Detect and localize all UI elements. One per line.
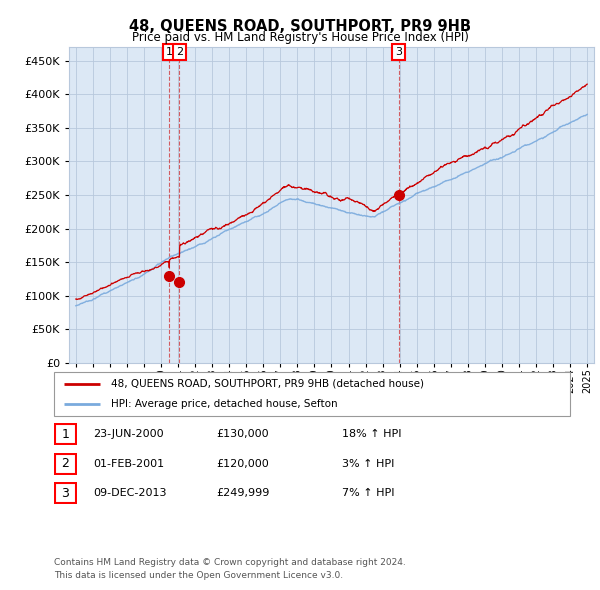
Text: 1: 1 (166, 47, 173, 57)
FancyBboxPatch shape (55, 424, 76, 444)
Text: 09-DEC-2013: 09-DEC-2013 (93, 489, 167, 498)
Text: 7% ↑ HPI: 7% ↑ HPI (342, 489, 395, 498)
Bar (67, 47, 596, 363)
Text: This data is licensed under the Open Government Licence v3.0.: This data is licensed under the Open Gov… (54, 571, 343, 580)
Text: Price paid vs. HM Land Registry's House Price Index (HPI): Price paid vs. HM Land Registry's House … (131, 31, 469, 44)
Text: £130,000: £130,000 (216, 430, 269, 439)
Text: £249,999: £249,999 (216, 489, 269, 498)
Text: 48, QUEENS ROAD, SOUTHPORT, PR9 9HB (detached house): 48, QUEENS ROAD, SOUTHPORT, PR9 9HB (det… (111, 379, 424, 389)
Text: 1: 1 (61, 428, 70, 441)
FancyBboxPatch shape (54, 372, 570, 416)
FancyBboxPatch shape (55, 483, 76, 503)
FancyBboxPatch shape (55, 454, 76, 474)
Text: Contains HM Land Registry data © Crown copyright and database right 2024.: Contains HM Land Registry data © Crown c… (54, 558, 406, 566)
Text: 3: 3 (61, 487, 70, 500)
Text: HPI: Average price, detached house, Sefton: HPI: Average price, detached house, Seft… (111, 399, 337, 409)
Text: £120,000: £120,000 (216, 459, 269, 468)
Text: 2: 2 (61, 457, 70, 470)
Text: 18% ↑ HPI: 18% ↑ HPI (342, 430, 401, 439)
Text: 48, QUEENS ROAD, SOUTHPORT, PR9 9HB: 48, QUEENS ROAD, SOUTHPORT, PR9 9HB (129, 19, 471, 34)
Text: 01-FEB-2001: 01-FEB-2001 (93, 459, 164, 468)
Text: 3% ↑ HPI: 3% ↑ HPI (342, 459, 394, 468)
Text: 23-JUN-2000: 23-JUN-2000 (93, 430, 164, 439)
Text: 2: 2 (176, 47, 183, 57)
Text: 3: 3 (395, 47, 402, 57)
